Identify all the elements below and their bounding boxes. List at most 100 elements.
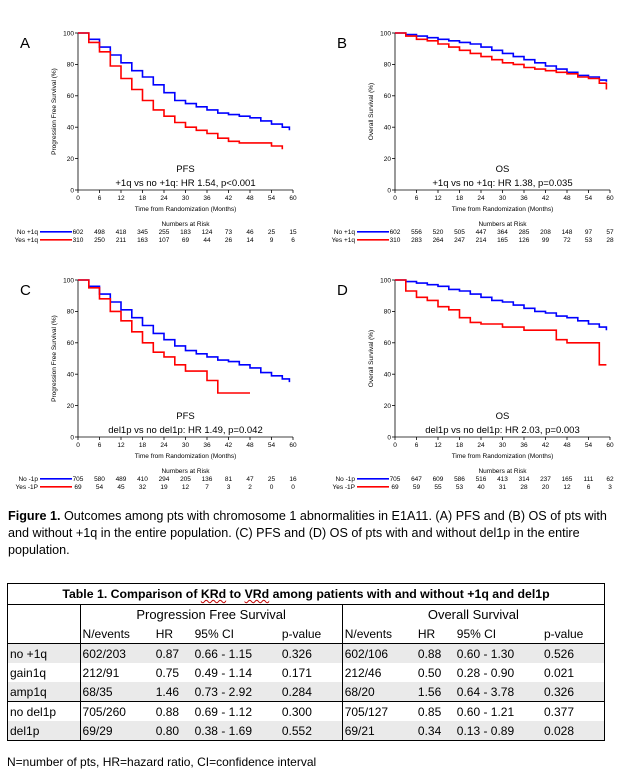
col-header-nevents: N/events: [79, 624, 154, 644]
risk-count: 163: [137, 237, 148, 244]
risk-count: 250: [94, 237, 105, 244]
row-label: gain1q: [7, 663, 81, 682]
table-title-part: among patients with and without +1q and …: [269, 587, 550, 601]
risk-count: 20: [542, 484, 550, 491]
risk-count: 47: [246, 476, 254, 483]
x-tick-label: 54: [268, 442, 276, 449]
risk-row-label: Yes -1P: [15, 484, 38, 491]
table-title-part: Table 1. Comparison of: [62, 587, 201, 601]
table-row: del1p 69/29 0.80 0.38 - 1.69 0.552 69/21…: [7, 721, 605, 741]
x-tick-label: 48: [563, 442, 571, 449]
risk-count: 15: [289, 229, 297, 236]
x-tick-label: 24: [477, 195, 485, 202]
row-label: no del1p: [7, 701, 81, 721]
cell-pfs-hr: 0.88: [153, 701, 193, 721]
survival-curve-no: [78, 279, 291, 383]
cell-os-nevents: 705/127: [341, 701, 416, 721]
risk-count: 602: [73, 229, 84, 236]
col-header-ci: 95% CI: [454, 624, 542, 644]
col-header-hr: HR: [415, 624, 455, 644]
risk-count: 46: [246, 229, 254, 236]
x-tick-label: 12: [117, 195, 125, 202]
risk-count: 40: [477, 484, 485, 491]
comparison-table: Table 1. Comparison of KRd to VRd among …: [7, 583, 606, 741]
cell-os-nevents: 212/46: [341, 663, 416, 682]
cell-pfs-pvalue: 0.300: [279, 701, 343, 721]
risk-count: 12: [563, 484, 571, 491]
risk-count: 211: [116, 237, 127, 244]
risk-count: 26: [225, 237, 233, 244]
x-tick-label: 30: [499, 442, 507, 449]
chart-title: PFS: [176, 411, 194, 422]
cell-os-nevents: 69/21: [341, 721, 416, 741]
risk-count: 447: [476, 229, 487, 236]
risk-row-label: No +1q: [334, 229, 356, 236]
cell-pfs-hr: 1.46: [153, 682, 193, 702]
x-tick-label: 24: [160, 195, 168, 202]
cell-pfs-nevents: 602/203: [79, 643, 154, 663]
survival-curve-no: [78, 32, 291, 131]
risk-row-label: Yes +1q: [15, 237, 39, 244]
cell-pfs-ci: 0.38 - 1.69: [192, 721, 280, 741]
risk-count: 705: [73, 476, 84, 483]
risk-count: 556: [411, 229, 422, 236]
panel-letter: D: [337, 282, 348, 299]
y-axis-title: Overall Survival (%): [368, 83, 375, 140]
x-tick-label: 48: [246, 442, 254, 449]
x-tick-label: 60: [606, 195, 614, 202]
y-tick-label: 0: [70, 434, 74, 441]
risk-count: 214: [476, 237, 487, 244]
cell-pfs-hr: 0.75: [155, 665, 180, 680]
risk-count: 310: [73, 237, 84, 244]
risk-count: 314: [519, 476, 530, 483]
x-tick-label: 6: [98, 195, 102, 202]
y-tick-label: 100: [380, 277, 391, 284]
risk-count: 44: [203, 237, 211, 244]
cell-pfs-ci: 0.66 - 1.15: [192, 643, 280, 663]
risk-count: 25: [268, 476, 276, 483]
risk-count: 516: [476, 476, 487, 483]
x-tick-label: 54: [585, 442, 593, 449]
risk-count: 6: [587, 484, 591, 491]
risk-table-header: Numbers at Risk: [478, 221, 527, 228]
y-tick-label: 60: [67, 93, 75, 100]
y-tick-label: 80: [67, 309, 75, 316]
y-tick-label: 40: [67, 372, 75, 379]
y-axis-title: Progression Free Survival (%): [51, 68, 58, 155]
panel-letter: B: [337, 35, 347, 52]
risk-count: 247: [454, 237, 465, 244]
y-tick-label: 0: [387, 187, 391, 194]
risk-count: 165: [497, 237, 508, 244]
panel-a: A 0 20 40 60 80 100 0 6 12 18 24 30 36 42 48 54 60 Progres…: [0, 0, 317, 255]
figure-caption-text: Outcomes among pts with chromosome 1 abn…: [8, 509, 607, 557]
risk-count: 413: [497, 476, 508, 483]
risk-count: 57: [606, 229, 614, 236]
table-row: amp1q 68/35 1.46 0.73 - 2.92 0.284 68/20…: [7, 682, 605, 702]
y-axis-title: Progression Free Survival (%): [51, 315, 58, 402]
risk-count: 208: [540, 229, 551, 236]
risk-count: 12: [182, 484, 190, 491]
risk-count: 283: [411, 237, 422, 244]
chart-title: OS: [496, 411, 510, 422]
y-tick-label: 60: [67, 340, 75, 347]
risk-count: 62: [606, 476, 614, 483]
cell-os-nevents: 68/20: [341, 682, 416, 702]
cell-os-hr: 0.85: [415, 701, 455, 721]
x-tick-label: 24: [477, 442, 485, 449]
y-tick-label: 60: [384, 340, 392, 347]
col-header-pvalue: p-value: [542, 624, 605, 644]
risk-count: 310: [390, 237, 401, 244]
survival-curve-yes: [395, 279, 607, 366]
risk-count: 609: [433, 476, 444, 483]
cell-os-ci: 0.28 - 0.90: [456, 665, 515, 680]
x-tick-label: 18: [456, 195, 464, 202]
x-tick-label: 30: [182, 442, 190, 449]
cell-os-pvalue: 0.326: [542, 682, 605, 702]
y-axis-title: Overall Survival (%): [368, 330, 375, 387]
panel-letter: C: [20, 282, 31, 299]
cell-pfs-hr: 0.80: [153, 721, 193, 741]
x-tick-label: 42: [542, 195, 550, 202]
risk-count: 69: [391, 484, 399, 491]
cell-pfs-hr: 0.87: [153, 643, 193, 663]
x-tick-label: 12: [434, 442, 442, 449]
